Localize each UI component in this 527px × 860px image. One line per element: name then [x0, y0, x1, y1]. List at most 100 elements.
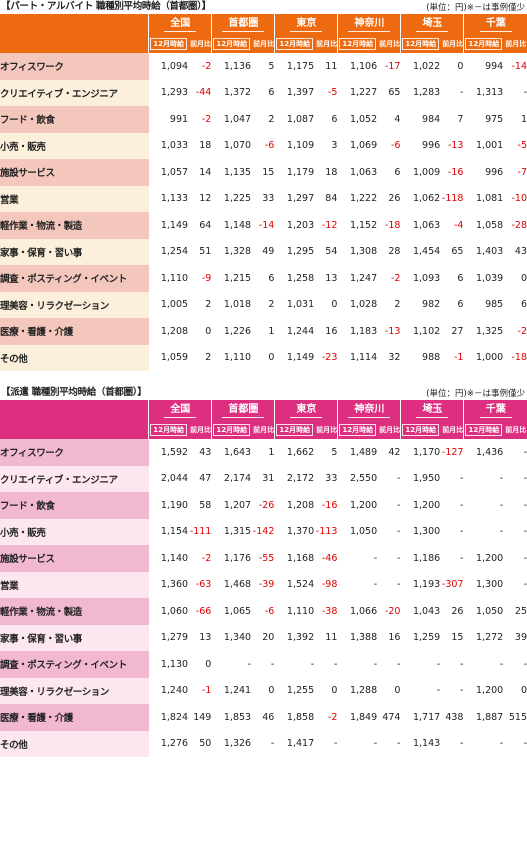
wage-cell: 1,136 [211, 53, 252, 80]
row-label: 家事・保育・習い事 [0, 238, 149, 265]
wage-cell: 1,887 [463, 704, 504, 731]
wage-cell: 1,152 [337, 212, 378, 239]
wage-cell: 1,215 [211, 265, 252, 292]
change-subheader: 前月比 [377, 420, 401, 439]
wage-cell: 1,340 [211, 624, 252, 651]
change-cell: - [460, 473, 464, 485]
wage-cell: 1,717 [400, 704, 441, 731]
wage-subheader: 12月時給 [148, 34, 189, 53]
wage-cell: 1,175 [274, 53, 315, 80]
wage-cell: 1,308 [337, 238, 378, 265]
wage-cell: 1,183 [337, 318, 378, 345]
table-row: 家事・保育・習い事 1,254 51 1,328 49 1,295 54 1,308 28 1,4… [0, 238, 527, 265]
region-header-label: 東京 [290, 402, 323, 418]
wage-cell: 1,062 [400, 185, 441, 212]
wage-cell: 984 [400, 106, 441, 133]
change-cell: 25 [514, 605, 527, 617]
change-cell: 13 [199, 632, 212, 644]
change-cell: 54 [325, 246, 338, 258]
change-cell: 42 [388, 446, 401, 458]
wage-cell: 1,005 [160, 299, 189, 311]
change-cell: -98 [321, 579, 338, 591]
wage-cell: 1,110 [160, 272, 189, 284]
change-cell: 1 [520, 113, 527, 125]
change-cell: 0 [268, 685, 275, 697]
part-time-section: 【パート・アルバイト 職種別平均時給（首都圏）】 (単位：円)※－は事例僅少 全… [0, 0, 527, 371]
wage-cell: 1,454 [400, 238, 441, 265]
wage-cell: 1,193 [400, 571, 441, 598]
wage-cell: 1,081 [463, 185, 504, 212]
region-header: 千葉 [463, 14, 527, 34]
change-cell: - [523, 87, 527, 99]
table-row: その他 1,276 50 1,326-1,417- - -1,143- - - [0, 730, 527, 757]
subheader-label: 12月時給 [465, 37, 503, 50]
wage-cell: 1,148 [211, 212, 252, 239]
table-row: 営業 1,360 -63 1,468 -39 1,524 -98- -1,193 -307 1,3… [0, 571, 527, 598]
row-label: フード・飲食 [0, 106, 149, 133]
row-label: 医療・看護・介護 [0, 704, 149, 731]
wage-cell: 1,168 [274, 545, 315, 572]
subheader-label: 12月時給 [213, 37, 251, 50]
change-cell: -38 [321, 605, 338, 617]
wage-cell: 1,643 [211, 439, 252, 466]
change-cell: -5 [517, 140, 527, 152]
row-label: 医療・看護・介護 [0, 318, 149, 345]
wage-cell: 1,063 [400, 212, 441, 239]
wage-cell: 1,130 [160, 658, 189, 670]
change-cell: 46 [262, 711, 275, 723]
dispatch-title-row: 【派遣 職種別平均時給（首都圏）】 (単位：円)※－は事例僅少 [0, 386, 527, 400]
subheader-label: 前月比 [316, 39, 338, 48]
wage-cell: 1,093 [400, 265, 441, 292]
change-cell: 20 [262, 632, 275, 644]
region-header-label: 千葉 [479, 402, 512, 418]
change-cell: -2 [517, 325, 527, 337]
change-cell: 3 [331, 140, 338, 152]
wage-cell: 1,170 [400, 439, 441, 466]
wage-cell: - [337, 571, 378, 598]
change-cell: - [523, 499, 527, 511]
change-cell: 0 [520, 272, 527, 284]
region-header: 全国 [148, 400, 212, 420]
change-cell: - [396, 738, 401, 750]
change-cell: -28 [511, 219, 527, 231]
wage-subheader: 12月時給 [211, 420, 252, 439]
wage-cell: 1,397 [274, 79, 315, 106]
wage-cell: 1,489 [337, 439, 378, 466]
table-row: フード・飲食 991 -2 1,047 2 1,087 6 1,052 4 984 7 975 1 [0, 106, 527, 133]
row-label: クリエイティブ・エンジニア [0, 79, 149, 106]
wage-cell: 1,110 [211, 344, 252, 371]
change-cell: - [460, 526, 464, 538]
wage-cell: 1,135 [211, 159, 252, 186]
wage-cell: 1,039 [463, 265, 504, 292]
change-cell: 51 [199, 246, 212, 258]
change-cell: 43 [199, 446, 212, 458]
row-label: 理美容・リラクゼーション [0, 291, 149, 318]
wage-cell: 1,052 [337, 106, 378, 133]
subheader-label: 前月比 [442, 425, 464, 434]
subheader-label: 12月時給 [402, 423, 440, 436]
change-cell: - [460, 738, 464, 750]
change-cell: -10 [511, 193, 527, 205]
change-cell: 6 [394, 166, 401, 178]
wage-cell: - [400, 651, 441, 678]
wage-cell: 1,315 [211, 518, 252, 545]
change-cell: 6 [457, 299, 464, 311]
change-cell: -127 [441, 446, 464, 458]
region-header: 千葉 [463, 400, 527, 420]
wage-cell: 1,047 [211, 106, 252, 133]
change-cell: 18 [325, 166, 338, 178]
change-cell: 2 [268, 299, 275, 311]
region-header-label: 首都圏 [222, 16, 265, 32]
subheader-label: 前月比 [379, 425, 401, 434]
change-cell: - [396, 579, 401, 591]
table-row: クリエイティブ・エンジニア 1,293 -44 1,372 6 1,397 -5 1,227 6… [0, 79, 527, 106]
wage-cell: 2,044 [160, 473, 189, 485]
wage-cell: 1,244 [274, 318, 315, 345]
wage-cell: 1,114 [337, 344, 378, 371]
table-row: 施設サービス 1,057 14 1,135 15 1,179 18 1,063 6 1,009 -1… [0, 159, 527, 186]
change-subheader: 前月比 [188, 420, 212, 439]
wage-cell: 1,259 [400, 624, 441, 651]
change-cell: -2 [390, 272, 401, 284]
wage-cell: 1,258 [274, 265, 315, 292]
wage-cell: 1,207 [211, 492, 252, 519]
